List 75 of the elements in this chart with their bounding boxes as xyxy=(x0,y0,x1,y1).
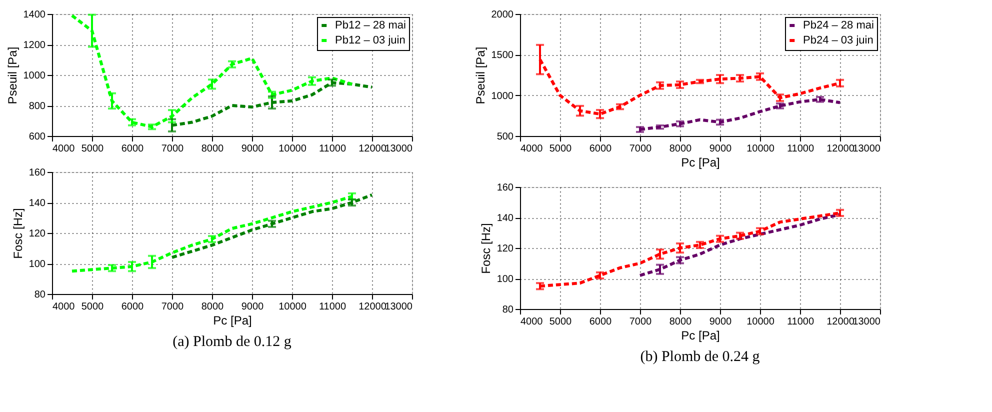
x-tick-label: 13000 xyxy=(384,302,413,312)
y-tick-label: 140 xyxy=(496,213,514,224)
x-tick-label: 10000 xyxy=(746,144,775,154)
y-tick-label: 1500 xyxy=(491,50,514,62)
x-tick-label: 4000 xyxy=(52,144,76,154)
y-tick-label: 600 xyxy=(28,132,46,142)
x-axis-title: Pc [Pa] xyxy=(213,314,252,328)
x-tick-label: 13000 xyxy=(384,144,413,154)
y-tick-label: 100 xyxy=(496,274,514,285)
x-tick-label: 13000 xyxy=(852,316,881,328)
x-tick-label: 6000 xyxy=(121,144,144,154)
y-axis-title: Fosc [Hz] xyxy=(10,208,25,259)
x-tick-label: 8000 xyxy=(669,144,692,154)
y-tick-label: 1000 xyxy=(491,90,514,102)
y-tick-label: 80 xyxy=(502,304,514,316)
x-tick-label: 10000 xyxy=(278,302,307,312)
y-axis-title: Fosc [Hz] xyxy=(478,223,493,274)
x-tick-label: 4000 xyxy=(520,144,544,154)
y-tick-label: 2000 xyxy=(491,10,514,20)
x-tick-label: 12000 xyxy=(358,302,387,312)
y-tick-label: 120 xyxy=(496,244,514,254)
x-tick-label: 12000 xyxy=(826,144,855,154)
x-tick-label: 10000 xyxy=(278,144,307,154)
x-tick-label: 9000 xyxy=(241,302,264,312)
y-tick-label: 120 xyxy=(28,228,46,240)
y-axis-title: Pseuil [Pa] xyxy=(473,46,488,104)
x-tick-label: 11000 xyxy=(318,302,346,312)
x-tick-label: 4000 xyxy=(52,302,76,312)
y-axis-title: Pseuil [Pa] xyxy=(5,46,20,104)
x-tick-label: 7000 xyxy=(629,144,652,154)
y-tick-label: 1200 xyxy=(23,40,46,51)
x-tick-label: 11000 xyxy=(786,316,814,328)
y-tick-label: 1400 xyxy=(23,10,46,20)
x-tick-label: 9000 xyxy=(709,144,732,154)
x-tick-label: 5000 xyxy=(81,302,104,312)
line-series xyxy=(70,194,354,273)
x-tick-label: 6000 xyxy=(121,302,144,312)
y-tick-label: 160 xyxy=(28,168,46,178)
x-axis-title: Pc [Pa] xyxy=(681,156,720,170)
legend-label: Pb12 – 28 mai xyxy=(335,20,406,32)
legend-label: Pb24 – 28 mai xyxy=(803,20,874,32)
x-tick-label: 9000 xyxy=(709,316,732,328)
x-tick-label: 13000 xyxy=(852,144,881,154)
x-tick-label: 6000 xyxy=(589,144,612,154)
legend-label: Pb12 – 03 juin xyxy=(335,34,406,46)
y-tick-label: 800 xyxy=(28,101,46,112)
x-tick-label: 9000 xyxy=(241,144,264,154)
legend-label: Pb24 – 03 juin xyxy=(803,34,874,46)
x-tick-label: 11000 xyxy=(786,144,814,154)
x-tick-label: 8000 xyxy=(669,316,692,328)
x-tick-label: 12000 xyxy=(826,316,855,328)
text: (b) Plomb de 0.24 g xyxy=(640,349,760,365)
x-tick-label: 8000 xyxy=(201,144,224,154)
x-tick-label: 7000 xyxy=(161,302,184,312)
x-tick-label: 5000 xyxy=(81,144,104,154)
x-tick-label: 8000 xyxy=(201,302,224,312)
line-series xyxy=(170,81,374,127)
x-tick-label: 7000 xyxy=(161,144,184,154)
x-axis-title: Pc [Pa] xyxy=(681,328,720,342)
x-tick-label: 5000 xyxy=(549,144,572,154)
x-tick-label: 7000 xyxy=(629,316,652,328)
x-tick-label: 5000 xyxy=(549,316,572,328)
y-tick-label: 140 xyxy=(28,198,46,209)
x-tick-label: 10000 xyxy=(746,316,775,328)
x-tick-label: 6000 xyxy=(589,316,612,328)
y-tick-label: 100 xyxy=(28,259,46,270)
y-tick-label: 80 xyxy=(34,290,46,300)
y-tick-label: 160 xyxy=(496,182,514,194)
text: (a) Plomb de 0.12 g xyxy=(172,334,292,350)
x-tick-label: 12000 xyxy=(358,144,387,154)
x-tick-label: 11000 xyxy=(318,144,346,154)
line-series xyxy=(170,193,374,259)
y-tick-label: 1000 xyxy=(23,70,46,82)
x-tick-label: 4000 xyxy=(520,316,544,328)
y-tick-label: 500 xyxy=(496,132,514,142)
